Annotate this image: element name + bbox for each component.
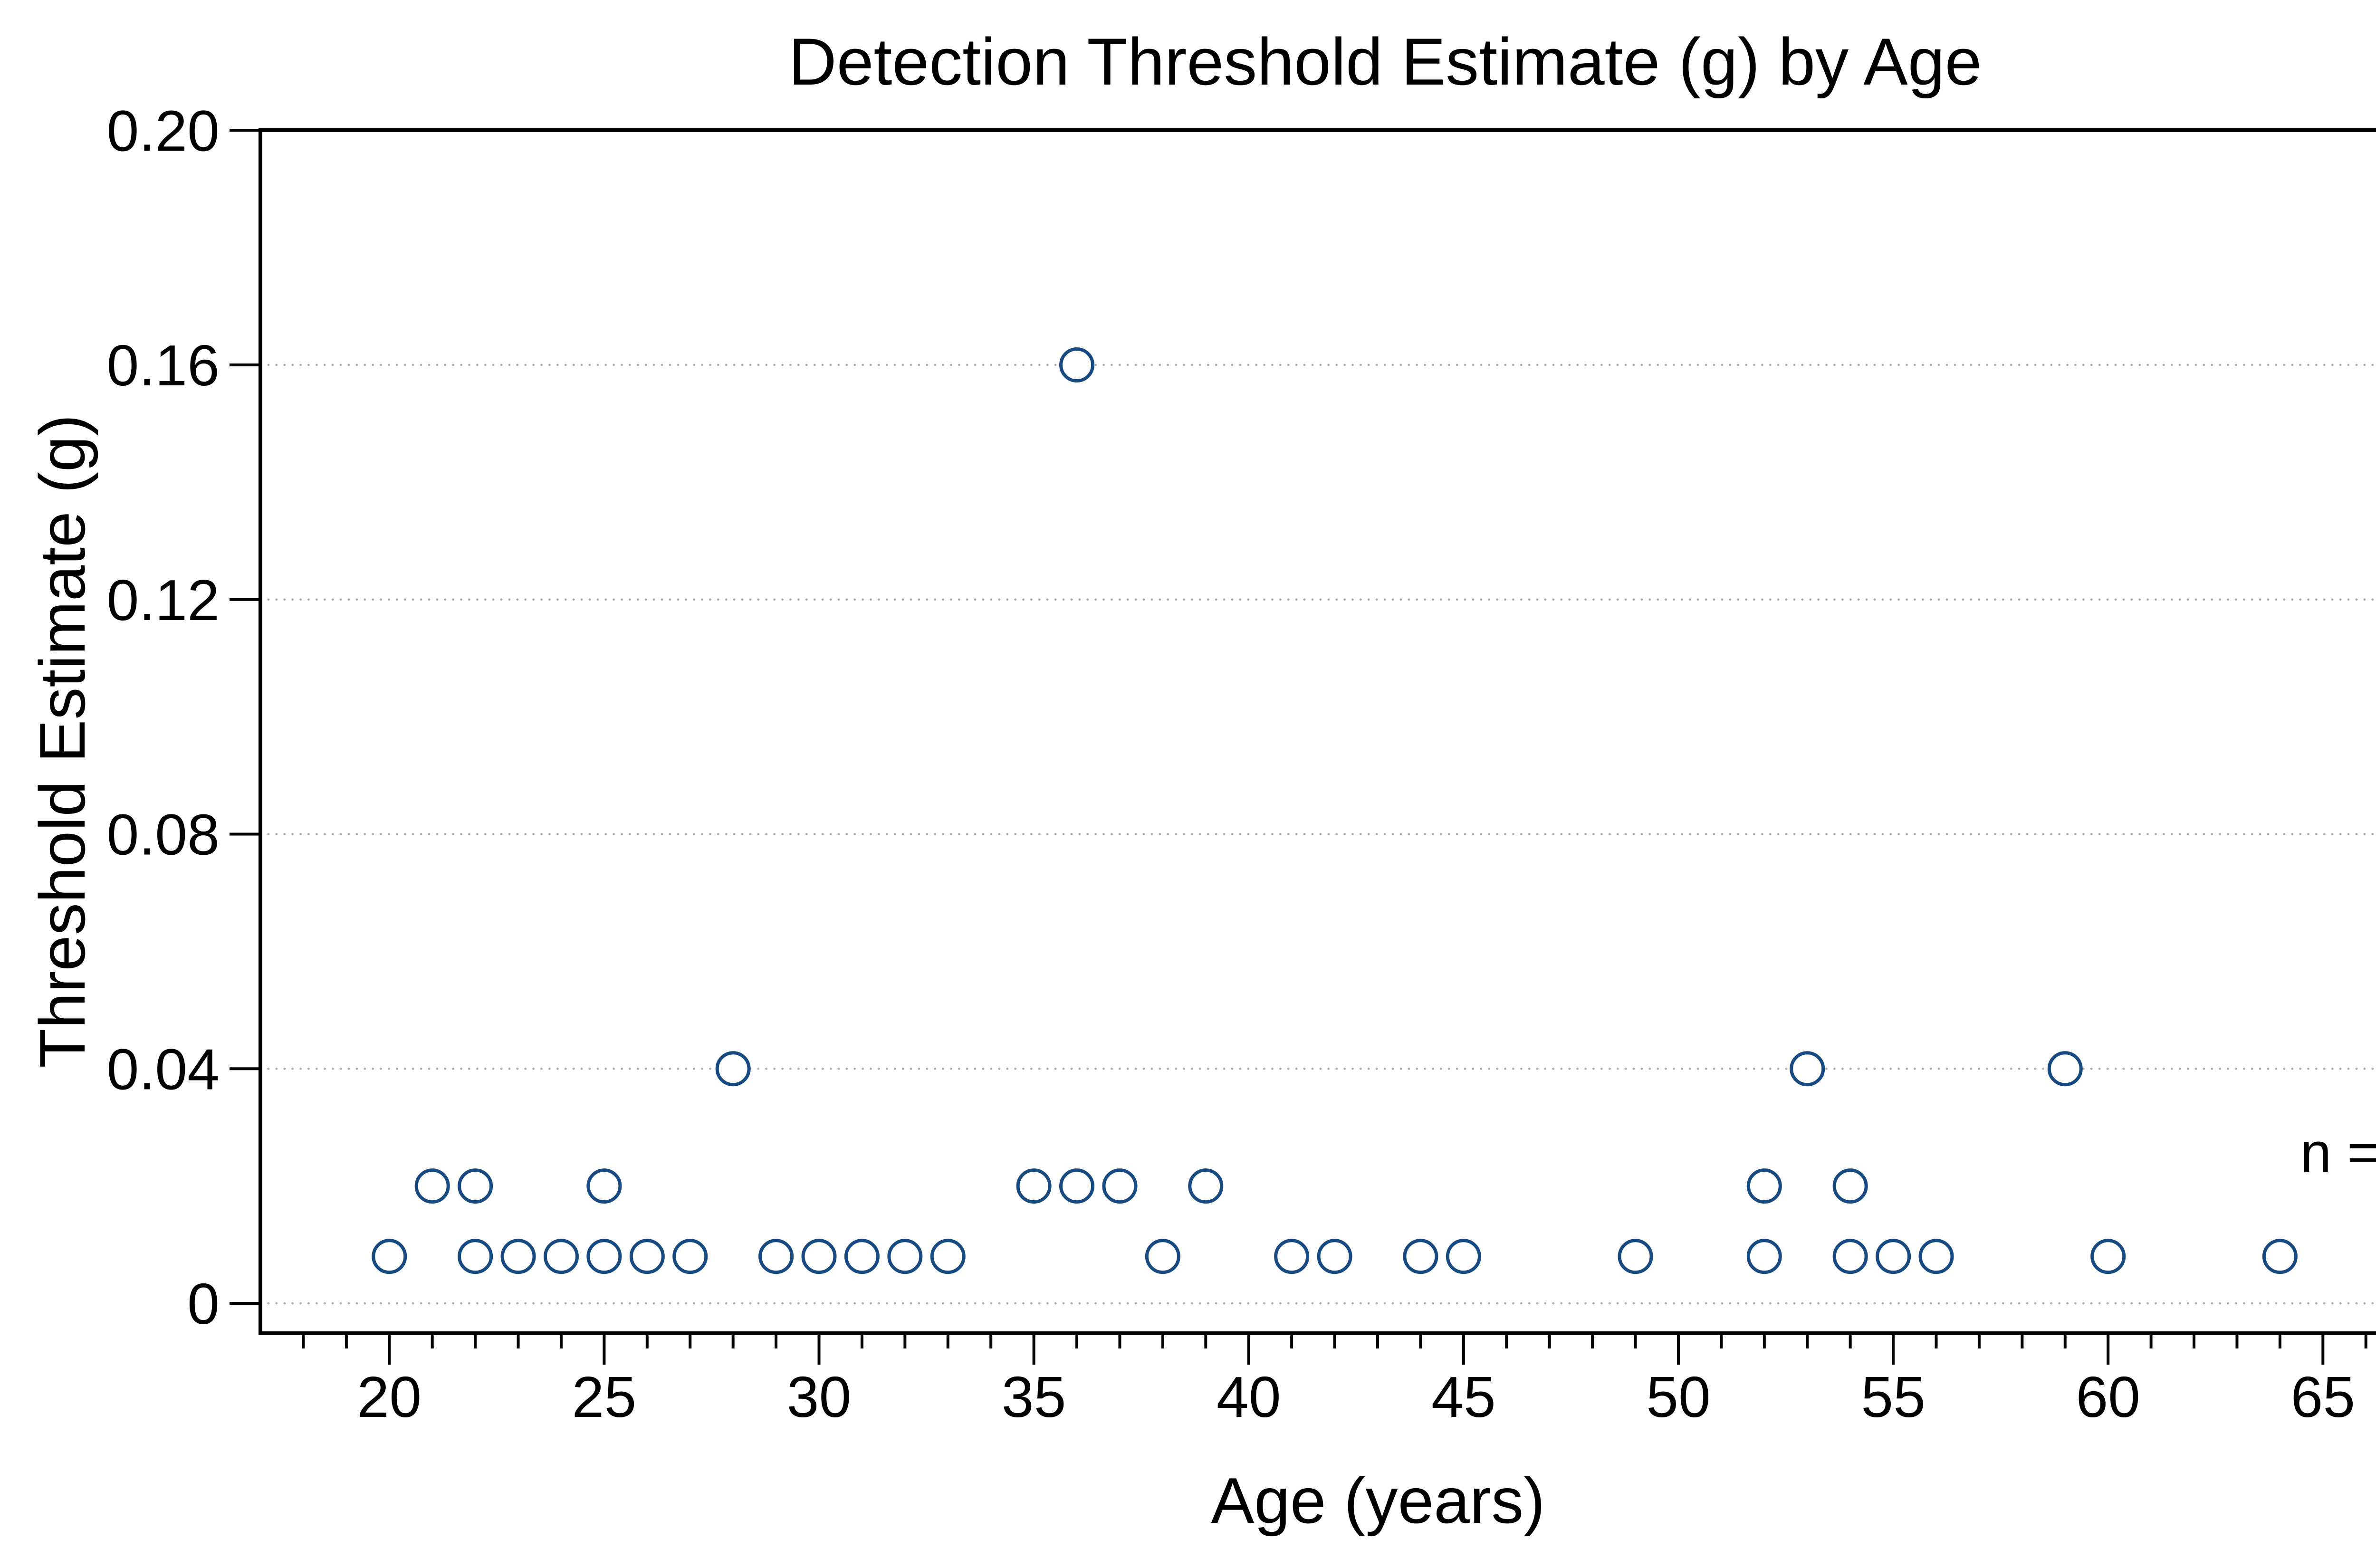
- data-point-marker: [1102, 1168, 1138, 1204]
- data-point-marker: [1059, 1168, 1095, 1204]
- y-tick-label: 0: [187, 1272, 220, 1336]
- data-point-marker: [1274, 1239, 1310, 1274]
- data-point-marker: [1446, 1239, 1481, 1274]
- data-point-marker: [1790, 1051, 1825, 1087]
- data-point-marker: [1145, 1239, 1180, 1274]
- plot-frame-rect: [259, 128, 2376, 1335]
- data-point-marker: [2047, 1051, 2083, 1087]
- x-tick-label: 25: [572, 1365, 637, 1429]
- data-point-marker: [930, 1239, 966, 1274]
- data-point-marker: [586, 1239, 622, 1274]
- data-point-marker: [372, 1239, 407, 1274]
- x-tick-label: 35: [1002, 1365, 1066, 1429]
- data-point-marker: [1832, 1239, 1868, 1274]
- y-axis-title: Threshold Estimate (g): [26, 414, 98, 1068]
- x-tick-label: 55: [1861, 1365, 1926, 1429]
- y-axis: 0 0.04 0.08 0.12 0.16 0.20: [107, 98, 260, 1336]
- x-tick-label: 65: [2290, 1365, 2355, 1429]
- data-point-marker: [1618, 1239, 1653, 1274]
- y-tick-label: 0.04: [107, 1037, 220, 1101]
- data-point-marker: [1188, 1168, 1224, 1204]
- plot-frame: [259, 128, 2376, 1335]
- x-tick-label: 50: [1646, 1365, 1711, 1429]
- data-point-marker: [887, 1239, 923, 1274]
- y-tick-label: 0.08: [107, 803, 220, 867]
- data-point-marker: [1317, 1239, 1352, 1274]
- data-point-marker: [1746, 1239, 1782, 1274]
- gridlines: [259, 363, 2376, 1305]
- data-point-marker: [1059, 347, 1095, 382]
- x-tick-label: 40: [1217, 1365, 1281, 1429]
- data-point-marker: [458, 1168, 493, 1204]
- data-point-marker: [1016, 1168, 1052, 1204]
- data-point-marker: [1403, 1239, 1438, 1274]
- x-axis: 20 25 30 35 40 45 50 55 60 65: [302, 1333, 2367, 1429]
- x-tick-label: 20: [357, 1365, 422, 1429]
- data-point-marker: [586, 1168, 622, 1204]
- data-point-marker: [458, 1239, 493, 1274]
- data-point-marker: [1832, 1168, 1868, 1204]
- x-tick-label: 30: [787, 1365, 852, 1429]
- data-point-marker: [1918, 1239, 1954, 1274]
- x-tick-label: 60: [2076, 1365, 2140, 1429]
- sample-size-annotation: n = 51: [2300, 1121, 2376, 1184]
- data-point-marker: [715, 1051, 751, 1087]
- data-point-marker: [2262, 1239, 2298, 1274]
- y-tick-label: 0.12: [107, 568, 220, 632]
- data-point-marker: [414, 1168, 450, 1204]
- data-point-marker: [543, 1239, 579, 1274]
- x-tick-label: 45: [1431, 1365, 1496, 1429]
- data-point-marker: [500, 1239, 536, 1274]
- data-points: [372, 347, 2298, 1274]
- data-point-marker: [629, 1239, 665, 1274]
- x-axis-title: Age (years): [1211, 1464, 1545, 1537]
- data-point-marker: [2090, 1239, 2126, 1274]
- data-point-marker: [672, 1239, 708, 1274]
- data-point-marker: [801, 1239, 837, 1274]
- data-point-marker: [844, 1239, 880, 1274]
- chart-title: Detection Threshold Estimate (g) by Age: [789, 24, 1982, 99]
- data-point-marker: [1746, 1168, 1782, 1204]
- y-tick-label: 0.16: [107, 333, 220, 398]
- data-point-marker: [1876, 1239, 1911, 1274]
- data-point-marker: [758, 1239, 794, 1274]
- y-tick-label: 0.20: [107, 98, 220, 163]
